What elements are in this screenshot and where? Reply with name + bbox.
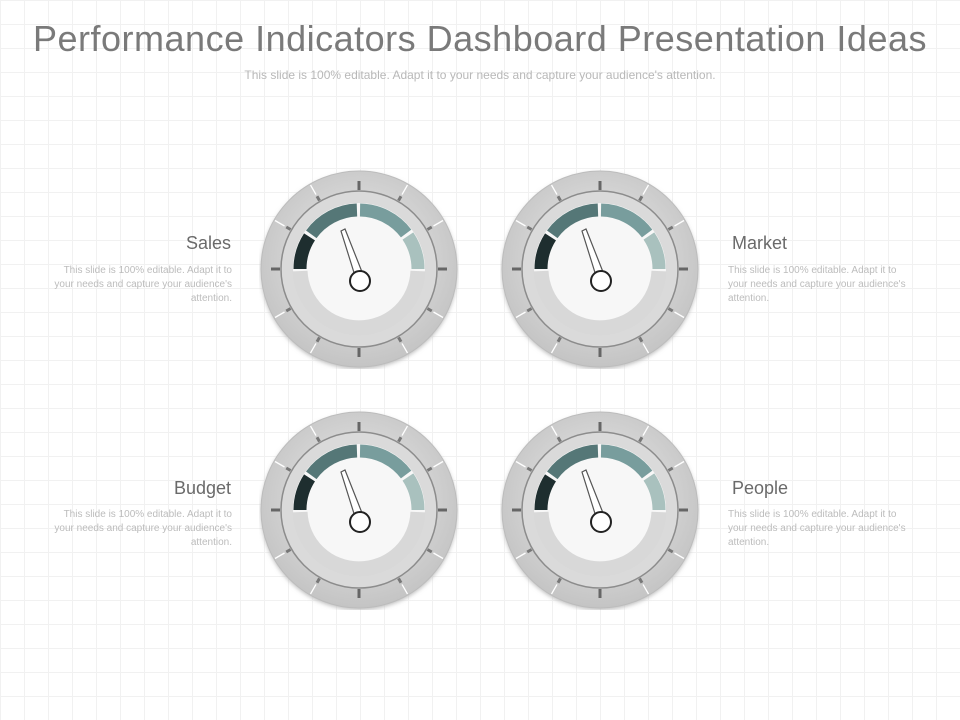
sales-description: This slide is 100% editable. Adapt it to…: [54, 265, 232, 304]
market-label: Market: [732, 233, 788, 253]
budget-label: Budget: [173, 478, 231, 498]
people-gauge: [500, 410, 700, 610]
people-label: People: [732, 478, 789, 498]
sales-label: Sales: [185, 233, 231, 253]
gauge-hub: [349, 511, 371, 533]
slide-subtitle: This slide is 100% editable. Adapt it to…: [244, 68, 716, 82]
people-description: This slide is 100% editable. Adapt it to…: [728, 509, 906, 548]
slide-title: Performance Indicators Dashboard Present…: [33, 18, 927, 59]
market-gauge: [500, 169, 700, 369]
sales-gauge: [259, 169, 459, 369]
gauge-hub: [590, 511, 612, 533]
market-description: This slide is 100% editable. Adapt it to…: [728, 265, 906, 304]
gauge-hub: [590, 270, 612, 292]
gauge-hub: [349, 270, 371, 292]
budget-description: This slide is 100% editable. Adapt it to…: [54, 509, 232, 548]
budget-gauge: [259, 410, 459, 610]
